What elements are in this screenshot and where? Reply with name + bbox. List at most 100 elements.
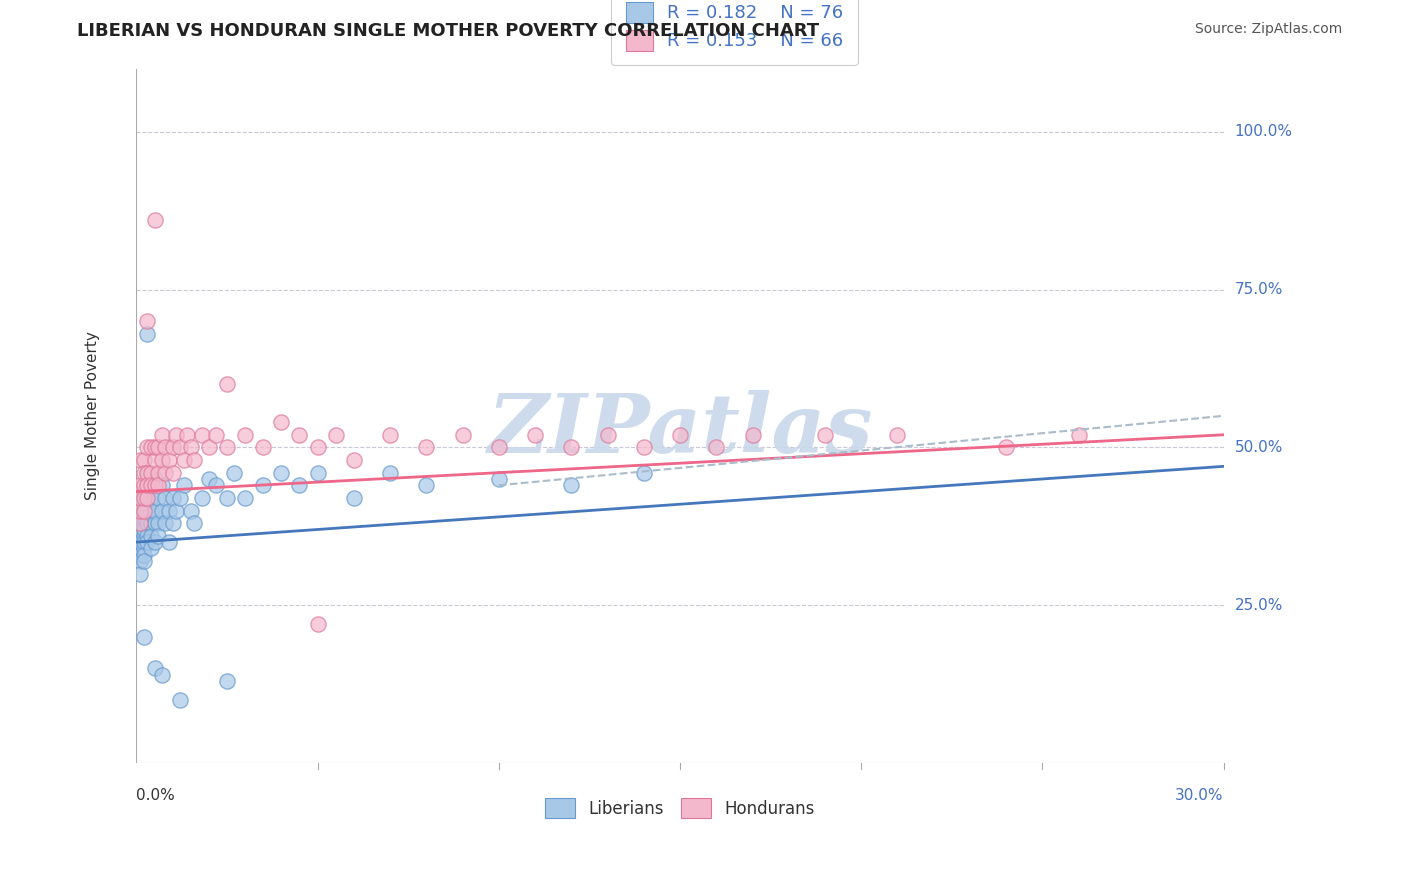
Point [143,472,166,486]
Point [139,529,162,543]
Point [155,516,177,531]
Point [136,516,159,531]
Point [169,693,191,707]
Point [136,491,159,505]
Point [132,541,155,556]
Point [288,478,311,492]
Point [132,503,155,517]
Point [596,427,619,442]
Point [143,516,166,531]
Point [146,516,169,531]
Point [143,441,166,455]
Point [129,453,152,467]
Point [129,529,152,543]
Point [378,466,401,480]
Text: 0.0%: 0.0% [136,789,176,804]
Point [162,466,184,480]
Point [270,466,292,480]
Point [132,484,155,499]
Point [343,491,366,505]
Point [560,441,582,455]
Point [129,478,152,492]
Point [129,554,152,568]
Point [307,441,329,455]
Text: 30.0%: 30.0% [1175,789,1223,804]
Point [143,503,166,517]
Point [165,427,187,442]
Point [136,478,159,492]
Point [180,503,202,517]
Text: 25.0%: 25.0% [1234,598,1282,613]
Point [129,491,152,505]
Point [524,427,547,442]
Point [252,441,274,455]
Point [136,314,159,328]
Point [307,466,329,480]
Point [560,478,582,492]
Point [129,548,152,562]
Point [162,491,184,505]
Point [132,466,155,480]
Text: 100.0%: 100.0% [1234,124,1292,139]
Point [180,441,202,455]
Point [139,503,162,517]
Point [198,472,221,486]
Point [1067,427,1090,442]
Point [165,503,187,517]
Point [224,466,246,480]
Point [814,427,837,442]
Text: ZIPatlas: ZIPatlas [488,390,873,470]
Point [169,441,191,455]
Point [633,466,655,480]
Point [129,516,152,531]
Point [129,523,152,537]
Point [176,427,198,442]
Point [173,453,195,467]
Point [162,516,184,531]
Point [132,535,155,549]
Point [129,509,152,524]
Point [143,213,166,227]
Point [132,478,155,492]
Point [132,491,155,505]
Point [183,516,205,531]
Point [183,453,205,467]
Point [129,566,152,581]
Point [143,535,166,549]
Point [205,478,228,492]
Point [150,427,173,442]
Point [704,441,727,455]
Point [150,667,173,681]
Point [129,516,152,531]
Point [415,441,437,455]
Point [136,326,159,341]
Point [150,478,173,492]
Point [143,453,166,467]
Point [136,466,159,480]
Point [215,673,238,688]
Point [150,453,173,467]
Point [488,441,510,455]
Point [129,497,152,511]
Point [270,415,292,429]
Point [307,617,329,632]
Point [129,503,152,517]
Point [129,535,152,549]
Point [173,478,195,492]
Point [155,466,177,480]
Point [190,427,212,442]
Point [132,503,155,517]
Point [325,427,347,442]
Point [190,491,212,505]
Point [252,478,274,492]
Point [157,503,180,517]
Point [136,441,159,455]
Legend: Liberians, Hondurans: Liberians, Hondurans [538,792,821,824]
Point [157,535,180,549]
Point [343,453,366,467]
Text: LIBERIAN VS HONDURAN SINGLE MOTHER POVERTY CORRELATION CHART: LIBERIAN VS HONDURAN SINGLE MOTHER POVER… [77,22,820,40]
Point [132,497,155,511]
Point [169,491,191,505]
Point [129,503,152,517]
Text: Single Mother Poverty: Single Mother Poverty [86,332,100,500]
